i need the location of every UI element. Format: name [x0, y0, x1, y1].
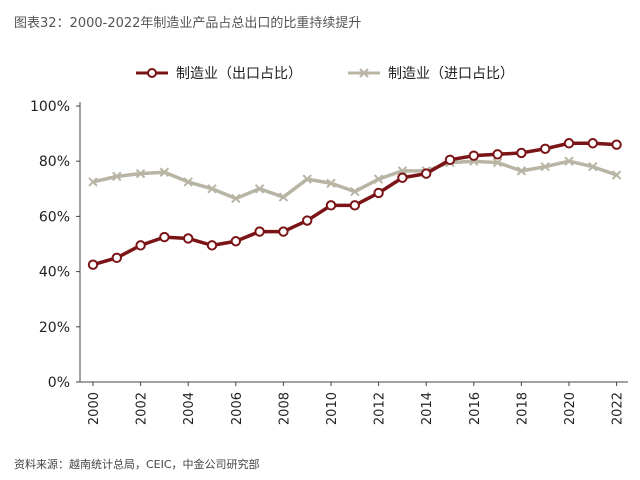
chart-title: 图表32：2000-2022年制造业产品占总出口的比重持续提升: [14, 16, 362, 31]
legend-label-export: 制造业（出口占比）: [176, 66, 302, 82]
import-data-point: [350, 186, 360, 197]
x-tick-label: 2018: [515, 392, 530, 425]
legend: 制造业（出口占比） 制造业（进口占比）: [0, 62, 640, 84]
export-data-point: [397, 172, 408, 183]
export-data-point: [349, 200, 360, 211]
import-data-point: [159, 167, 170, 177]
export-data-point: [230, 236, 242, 247]
export-data-point: [516, 147, 527, 159]
import-data-point: [373, 174, 384, 184]
x-tick-label: 2016: [468, 392, 483, 425]
import-data-point: [88, 177, 98, 187]
export-data-point: [254, 226, 265, 237]
import-data-point: [492, 157, 503, 168]
export-data-point: [278, 226, 289, 237]
import-data-point: [231, 193, 241, 204]
x-tick-label: 2010: [325, 392, 340, 425]
import-data-point: [278, 192, 289, 202]
x-tick-label: 2000: [87, 392, 102, 425]
export-data-point: [540, 143, 551, 154]
import-data-point: [112, 171, 122, 182]
import-data-point: [611, 170, 622, 180]
export-series-swatch-icon: [136, 68, 168, 78]
import-data-point: [135, 168, 146, 179]
y-tick-label: 80%: [39, 154, 70, 170]
import-data-point: [564, 156, 574, 166]
export-data-point: [373, 187, 384, 199]
import-data-point: [207, 184, 217, 194]
import-data-point: [326, 178, 336, 188]
export-data-point: [587, 138, 598, 149]
y-tick-label: 40%: [39, 265, 70, 281]
import-series-swatch-icon: [348, 68, 380, 78]
export-data-point: [468, 150, 479, 161]
export-data-point: [135, 240, 146, 251]
export-data-point: [611, 139, 622, 150]
export-data-point: [111, 252, 123, 263]
import-data-point: [540, 162, 550, 172]
x-tick-label: 2002: [135, 392, 150, 425]
export-data-point: [87, 259, 99, 270]
y-tick-label: 60%: [39, 209, 70, 225]
import-data-point: [588, 162, 598, 172]
export-data-point: [325, 200, 337, 211]
export-data-point: [444, 154, 456, 166]
x-tick-label: 2012: [373, 392, 388, 425]
x-tick-label: 2006: [230, 392, 245, 425]
export-data-point: [302, 215, 313, 226]
source-note: 资料来源：越南统计总局，CEIC，中金公司研究部: [14, 458, 260, 471]
import-data-point: [302, 174, 312, 184]
x-tick-label: 2008: [277, 392, 292, 425]
legend-item-import: 制造业（进口占比）: [346, 62, 514, 84]
y-tick-label: 0%: [48, 375, 70, 391]
export-data-point: [183, 233, 194, 244]
y-tick-label: 20%: [39, 320, 70, 336]
export-data-point: [206, 240, 218, 251]
import-data-point: [516, 166, 527, 176]
x-tick-label: 2022: [611, 392, 626, 425]
export-data-point: [563, 138, 575, 149]
y-tick-label: 100%: [30, 99, 70, 115]
export-data-point: [421, 168, 432, 179]
legend-item-export: 制造业（出口占比）: [134, 62, 302, 84]
x-tick-label: 2004: [182, 392, 197, 425]
import-data-point: [183, 177, 193, 187]
export-data-point: [159, 231, 170, 243]
import-data-point: [254, 184, 265, 194]
x-tick-label: 2014: [420, 392, 435, 425]
legend-label-import: 制造业（进口占比）: [388, 66, 514, 82]
x-tick-label: 2020: [563, 392, 578, 425]
export-data-point: [492, 149, 503, 160]
